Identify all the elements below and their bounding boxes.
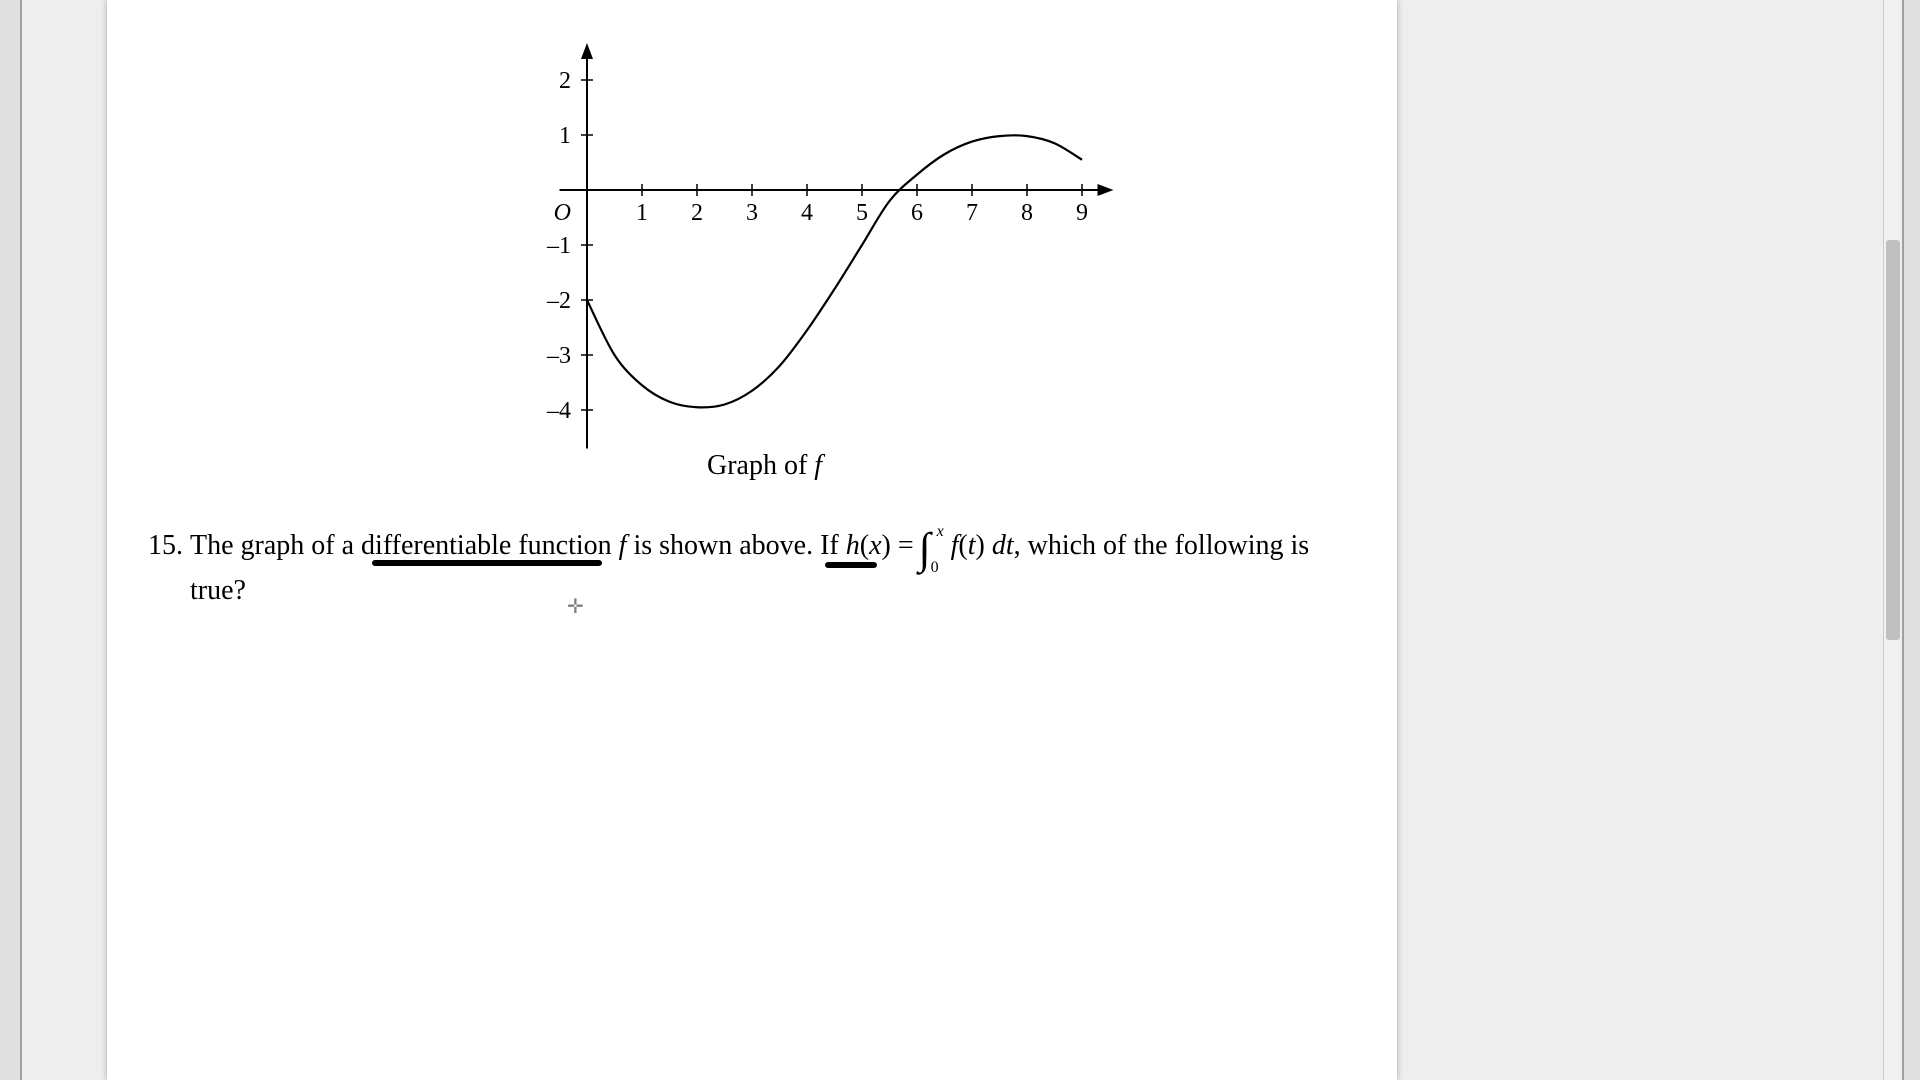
svg-text:1: 1 xyxy=(559,123,571,149)
scrollbar-thumb[interactable] xyxy=(1886,240,1900,640)
svg-text:8: 8 xyxy=(1021,200,1033,226)
q-text-1: The graph of a xyxy=(190,530,361,561)
integral-sign: ∫ xyxy=(919,516,931,582)
q-h: h xyxy=(846,530,860,561)
question-15: 15. The graph of a differentiable functi… xyxy=(137,525,1367,612)
integral: ∫x0 xyxy=(921,526,951,570)
svg-text:–4: –4 xyxy=(546,398,571,424)
integral-lower: 0 xyxy=(931,556,939,580)
viewport: 1 2 3 4 5 6 7 8 9 1 2 –1 –2 –3 –4 O Graph of f 15. The … xyxy=(0,0,1920,1080)
annotation-underline-1 xyxy=(372,560,602,566)
document-frame: 1 2 3 4 5 6 7 8 9 1 2 –1 –2 –3 –4 O Graph of f 15. The … xyxy=(20,0,1904,1080)
question-number: 15. xyxy=(137,525,183,567)
integrand-close: ) xyxy=(976,530,992,561)
graph-svg: 1 2 3 4 5 6 7 8 9 1 2 –1 –2 –3 –4 O xyxy=(477,10,1117,460)
svg-text:7: 7 xyxy=(966,200,978,226)
svg-text:4: 4 xyxy=(801,200,813,226)
integrand-t: t xyxy=(968,530,976,561)
document-page: 1 2 3 4 5 6 7 8 9 1 2 –1 –2 –3 –4 O Graph of f 15. The … xyxy=(107,0,1397,1080)
q-hx-var: x xyxy=(869,530,881,561)
q-text-2: is shown above. If xyxy=(626,530,845,561)
svg-text:2: 2 xyxy=(559,68,571,94)
q-eq: = xyxy=(891,530,921,561)
q-underlined: differentiable function xyxy=(361,530,612,561)
svg-text:–1: –1 xyxy=(546,233,571,259)
svg-text:3: 3 xyxy=(746,200,758,226)
q-hx-open: ( xyxy=(860,530,869,561)
graph-caption-fn: f xyxy=(814,450,822,481)
graph-caption-text: Graph of xyxy=(707,450,814,481)
question-body: The graph of a differentiable function f… xyxy=(190,525,1360,612)
q-text-2a xyxy=(612,530,619,561)
graph-of-f: 1 2 3 4 5 6 7 8 9 1 2 –1 –2 –3 –4 O xyxy=(477,10,1117,460)
svg-text:1: 1 xyxy=(636,200,648,226)
svg-text:–2: –2 xyxy=(546,288,571,314)
vertical-scrollbar[interactable] xyxy=(1883,0,1902,1080)
svg-text:O: O xyxy=(554,200,571,226)
svg-text:–3: –3 xyxy=(546,343,571,369)
q-hx-close: ) xyxy=(882,530,891,561)
integral-upper: x xyxy=(937,520,944,544)
svg-text:2: 2 xyxy=(691,200,703,226)
annotation-underline-2 xyxy=(825,562,877,568)
integrand-open: ( xyxy=(958,530,967,561)
graph-caption: Graph of f xyxy=(707,450,822,482)
integrand-dt: dt xyxy=(992,530,1014,561)
svg-text:6: 6 xyxy=(911,200,923,226)
move-cursor-icon: ✛ xyxy=(567,592,584,622)
svg-text:5: 5 xyxy=(856,200,868,226)
svg-text:9: 9 xyxy=(1076,200,1088,226)
